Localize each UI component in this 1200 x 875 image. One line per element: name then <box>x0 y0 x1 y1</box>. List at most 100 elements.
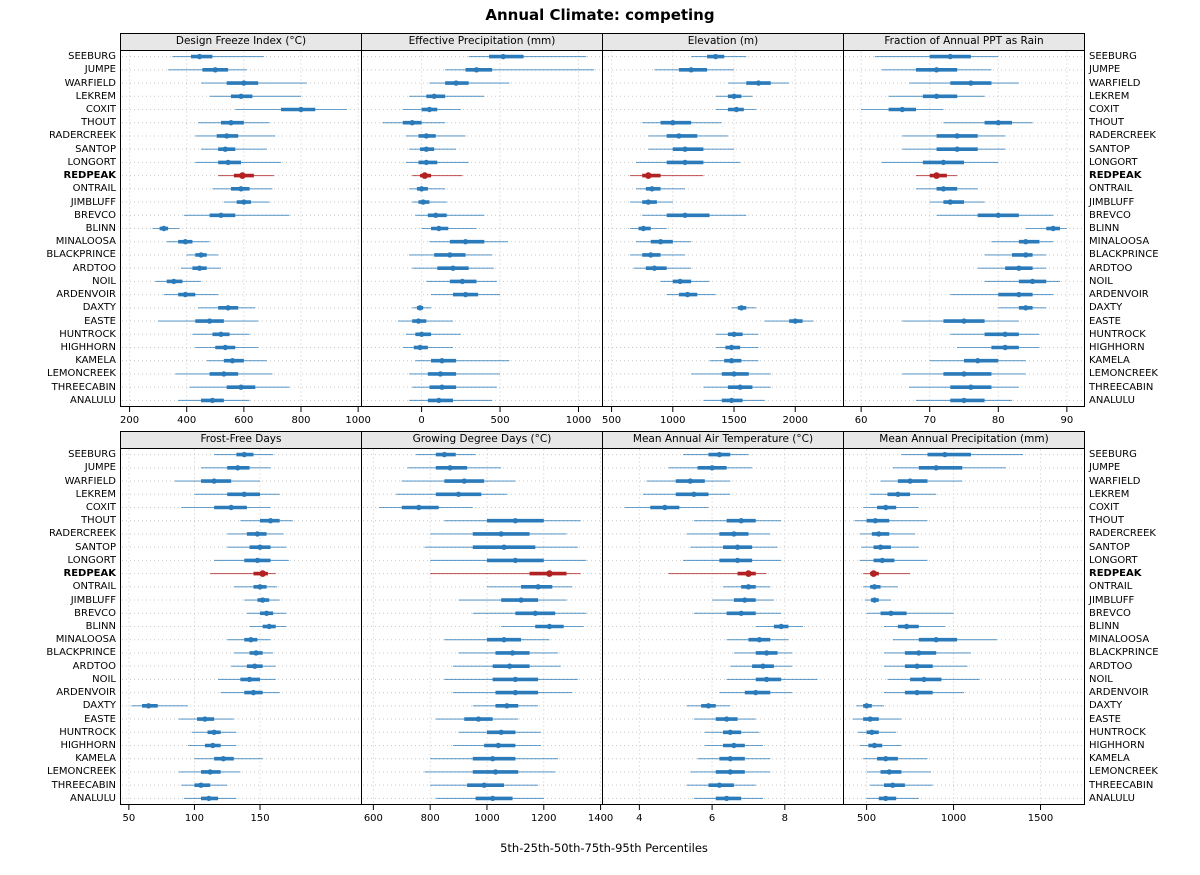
x-tick-label: 1000 <box>474 813 500 824</box>
series-huntrock <box>405 331 461 337</box>
series-longort <box>881 159 999 166</box>
panel-plot <box>361 50 603 412</box>
site-label-easte: EASTE <box>84 713 116 725</box>
series-daxty <box>198 305 256 311</box>
series-highhorn <box>452 742 541 749</box>
series-threecabin <box>703 384 771 390</box>
series-daxty <box>131 703 188 709</box>
series-threecabin <box>181 782 228 788</box>
series-ardtoo <box>730 663 793 669</box>
x-tick-label: 1000 <box>565 415 592 426</box>
site-label-brevco: BREVCO <box>74 209 116 221</box>
series-daxty <box>472 703 539 709</box>
site-label-blinn: BLINN <box>1089 621 1120 632</box>
site-label-coxit: COXIT <box>1089 104 1120 115</box>
x-tick-label: 1000 <box>345 415 371 426</box>
site-label-threecabin: THREECABIN <box>51 779 116 791</box>
series-easte <box>435 716 519 722</box>
series-coxit <box>379 504 473 511</box>
site-label-ontrail: ONTRAIL <box>1089 581 1133 593</box>
panel-plot <box>120 448 362 810</box>
series-jimbluff <box>929 199 985 205</box>
series-ardenvoir <box>220 689 280 696</box>
series-thout <box>943 120 1033 126</box>
series-radercreek <box>859 531 916 537</box>
series-blinn <box>1025 225 1067 232</box>
site-label-ontrail: ONTRAIL <box>72 581 116 593</box>
site-label-santop: SANTOP <box>75 143 116 155</box>
site-label-jimbluff: JIMBLUFF <box>70 196 116 208</box>
site-label-jumpe: JUMPE <box>1089 462 1121 474</box>
series-redpeak <box>629 172 704 179</box>
series-daxty <box>412 305 432 311</box>
series-longort <box>405 159 469 166</box>
site-label-lekrem: LEKREM <box>75 488 116 500</box>
site-label-brevco: BREVCO <box>1089 607 1131 619</box>
series-santop <box>201 146 267 152</box>
series-jumpe <box>407 465 502 471</box>
series-jumpe <box>668 465 753 471</box>
series-easte <box>764 318 814 324</box>
series-ardenvoir <box>431 291 501 298</box>
series-daxty <box>856 703 884 709</box>
series-blackprince <box>409 252 493 258</box>
series-redpeak <box>412 172 463 179</box>
site-label-blackprince: BLACKPRINCE <box>1089 249 1159 261</box>
site-label-jumpe: JUMPE <box>1089 64 1121 76</box>
series-brevco <box>183 212 290 218</box>
site-label-radercreek: RADERCREEK <box>1089 528 1156 540</box>
series-lemoncreek <box>902 371 1026 377</box>
site-label-blackprince: BLACKPRINCE <box>46 249 116 261</box>
site-label-blinn: BLINN <box>1089 223 1120 234</box>
series-easte <box>398 318 453 324</box>
site-label-kamela: KAMELA <box>75 753 116 765</box>
site-label-threecabin: THREECABIN <box>1089 381 1154 393</box>
series-analulu <box>703 397 765 404</box>
site-label-jimbluff: JIMBLUFF <box>1089 594 1135 606</box>
series-highhorn <box>715 344 759 351</box>
series-coxit <box>863 504 919 511</box>
series-santop <box>902 146 1006 152</box>
x-tick-label: 80 <box>991 415 1005 426</box>
site-label-lekrem: LEKREM <box>75 90 116 102</box>
series-redpeak <box>210 570 276 577</box>
series-radercreek <box>648 133 728 139</box>
x-tick-label: 600 <box>234 415 254 426</box>
x-tick-label: 50 <box>122 813 136 824</box>
site-label-blinn: BLINN <box>85 621 116 632</box>
series-longort <box>214 557 289 564</box>
series-ontrail <box>863 584 898 590</box>
figure-title: Annual Climate: competing <box>485 6 715 24</box>
series-blinn <box>421 225 477 232</box>
site-label-highhorn: HIGHHORN <box>1089 740 1145 751</box>
site-label-ardenvoir: ARDENVOIR <box>1089 687 1149 699</box>
series-jimbluff <box>244 597 280 603</box>
series-easte <box>852 716 902 722</box>
series-seeburg <box>214 451 274 458</box>
series-lekrem <box>409 93 485 99</box>
series-radercreek <box>405 133 466 139</box>
series-thout <box>382 120 446 126</box>
series-ardenvoir <box>452 689 573 696</box>
site-label-analulu: ANALULU <box>1089 792 1135 804</box>
site-label-blackprince: BLACKPRINCE <box>46 647 116 659</box>
site-label-ardenvoir: ARDENVOIR <box>56 289 116 301</box>
site-label-seeburg: SEEBURG <box>68 449 116 461</box>
series-lemoncreek <box>690 769 771 775</box>
site-label-jimbluff: JIMBLUFF <box>1089 196 1135 208</box>
site-label-radercreek: RADERCREEK <box>49 528 116 540</box>
series-huntrock <box>192 331 250 337</box>
site-label-coxit: COXIT <box>1089 502 1120 513</box>
site-label-minaloosa: MINALOOSA <box>55 236 116 248</box>
series-seeburg <box>468 53 587 60</box>
series-ardtoo <box>181 265 221 271</box>
series-lemoncreek <box>409 371 501 377</box>
series-seeburg <box>901 451 1024 458</box>
site-label-blackprince: BLACKPRINCE <box>1089 647 1159 659</box>
series-minaloosa <box>726 637 789 643</box>
site-label-warfield: WARFIELD <box>1089 77 1141 89</box>
series-lemoncreek <box>178 769 241 775</box>
series-seeburg <box>415 451 476 458</box>
series-ardtoo <box>884 663 968 669</box>
x-tick-label: 400 <box>177 415 197 426</box>
